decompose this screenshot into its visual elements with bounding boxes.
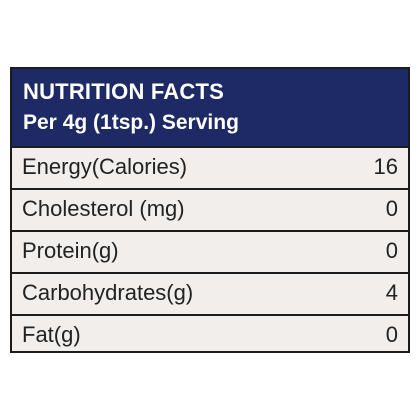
- serving-size: Per 4g (1tsp.) Serving: [23, 111, 239, 134]
- nutrient-value: 0: [385, 322, 398, 347]
- nutrient-table: Energy(Calories) 16 Cholesterol (mg) 0 P…: [12, 148, 408, 357]
- nutrition-header: NUTRITION FACTS Per 4g (1tsp.) Serving: [12, 69, 408, 148]
- nutrient-label: Cholesterol (mg): [22, 196, 185, 221]
- nutrient-row-energy: Energy(Calories) 16: [12, 148, 408, 190]
- nutrient-row-cholesterol: Cholesterol (mg) 0: [12, 190, 408, 232]
- nutrient-label: Protein(g): [22, 238, 119, 263]
- nutrient-row-carbohydrates: Carbohydrates(g) 4: [12, 274, 408, 316]
- nutrient-row-fat: Fat(g) 0: [12, 316, 408, 357]
- nutrient-value: 0: [385, 196, 398, 221]
- nutrient-label: Fat(g): [22, 322, 81, 347]
- nutrient-label: Energy(Calories): [22, 154, 188, 179]
- nutrient-value: 4: [385, 280, 398, 305]
- nutrient-value: 0: [385, 238, 398, 263]
- nutrient-row-protein: Protein(g) 0: [12, 232, 408, 274]
- nutrient-value: 16: [373, 154, 398, 179]
- nutrition-facts-panel: NUTRITION FACTS Per 4g (1tsp.) Serving E…: [10, 67, 410, 353]
- nutrition-title: NUTRITION FACTS: [23, 79, 224, 104]
- nutrient-label: Carbohydrates(g): [22, 280, 194, 305]
